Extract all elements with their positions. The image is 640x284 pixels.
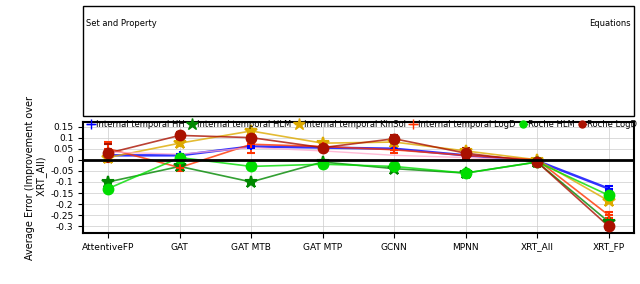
- Text: Equations: Equations: [589, 19, 631, 28]
- Legend: Internal temporal HH, Internal temporal HLM, Internal temporal KinSol, Internal : Internal temporal HH, Internal temporal …: [88, 120, 640, 129]
- Text: Set and Property: Set and Property: [86, 19, 157, 28]
- Y-axis label: Average Error (Improvement over
 XRT_All): Average Error (Improvement over XRT_All): [25, 95, 47, 260]
